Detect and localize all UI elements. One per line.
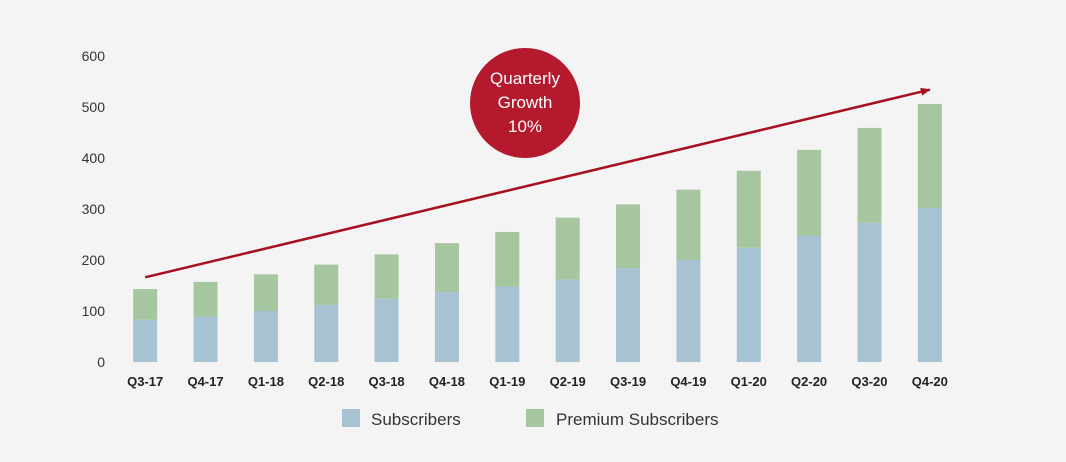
y-tick-label: 500 (82, 99, 106, 115)
y-tick-label: 300 (82, 201, 106, 217)
bar-subscribers (133, 319, 158, 362)
x-tick-label: Q2-19 (550, 374, 586, 389)
bar-premium-subscribers (616, 204, 641, 269)
growth-badge-text: 10% (508, 117, 542, 136)
bar-premium-subscribers (797, 149, 822, 236)
bar-subscribers (857, 222, 882, 362)
legend: Subscribers Premium Subscribers (342, 409, 719, 429)
bar-premium-subscribers (314, 264, 339, 305)
bar-subscribers (374, 298, 399, 362)
growth-badge (470, 48, 580, 158)
x-axis: Q3-17 Q4-17 Q1-18 Q2-18 Q3-18 Q4-18 Q1-19 Q2-19… (127, 374, 948, 389)
x-tick-label: Q2-20 (791, 374, 827, 389)
bar-premium-subscribers (555, 217, 580, 280)
x-tick-label: Q4-18 (429, 374, 465, 389)
growth-badge-text: Growth (498, 93, 553, 112)
bar-subscribers (253, 311, 278, 362)
bar-premium-subscribers (133, 289, 158, 320)
x-tick-label: Q3-20 (851, 374, 887, 389)
x-tick-label: Q1-20 (731, 374, 767, 389)
bar-premium-subscribers (676, 189, 701, 260)
legend-label-subscribers: Subscribers (371, 410, 461, 429)
x-tick-label: Q1-19 (489, 374, 525, 389)
growth-badge-text: Quarterly (490, 69, 560, 88)
bars (133, 103, 942, 362)
x-tick-label: Q2-18 (308, 374, 344, 389)
bar-subscribers (495, 286, 520, 362)
y-axis: 0 100 200 300 400 500 600 (82, 48, 106, 370)
bar-subscribers (797, 235, 822, 362)
x-tick-label: Q4-19 (670, 374, 706, 389)
x-tick-label: Q4-20 (912, 374, 948, 389)
y-tick-label: 0 (97, 354, 105, 370)
bar-premium-subscribers (193, 281, 218, 317)
legend-swatch-premium-subscribers (526, 409, 544, 427)
y-tick-label: 100 (82, 303, 106, 319)
bar-premium-subscribers (495, 231, 520, 287)
y-tick-label: 400 (82, 150, 106, 166)
bar-subscribers (917, 207, 942, 362)
bar-subscribers (555, 279, 580, 362)
y-tick-label: 600 (82, 48, 106, 64)
bar-subscribers (736, 247, 761, 362)
bar-premium-subscribers (434, 243, 459, 293)
bar-subscribers (676, 260, 701, 362)
bar-subscribers (193, 316, 218, 362)
x-tick-label: Q3-19 (610, 374, 646, 389)
legend-label-premium-subscribers: Premium Subscribers (556, 410, 719, 429)
x-tick-label: Q4-17 (187, 374, 223, 389)
bar-premium-subscribers (857, 127, 882, 223)
y-tick-label: 200 (82, 252, 106, 268)
legend-swatch-subscribers (342, 409, 360, 427)
x-tick-label: Q1-18 (248, 374, 284, 389)
growth-annotation: Quarterly Growth 10% (144, 48, 931, 279)
x-tick-label: Q3-18 (369, 374, 405, 389)
bar-subscribers (434, 292, 459, 362)
bar-subscribers (616, 268, 641, 362)
growth-arrow (144, 87, 931, 279)
x-tick-label: Q3-17 (127, 374, 163, 389)
bar-premium-subscribers (374, 254, 399, 299)
bar-premium-subscribers (917, 103, 942, 208)
bar-subscribers (314, 304, 339, 362)
bar-premium-subscribers (253, 274, 278, 311)
bar-premium-subscribers (736, 170, 761, 248)
